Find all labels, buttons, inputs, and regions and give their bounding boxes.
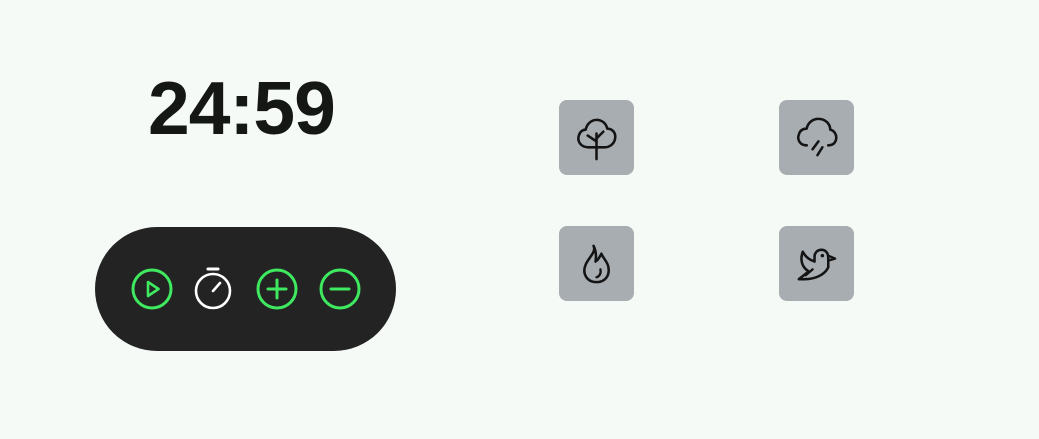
plus-circle-icon xyxy=(256,268,298,310)
timer-display: 24:59 xyxy=(148,66,336,150)
stopwatch-icon xyxy=(194,267,232,310)
rain-sound-button[interactable] xyxy=(779,100,854,175)
minus-circle-icon xyxy=(319,268,361,310)
play-button[interactable] xyxy=(130,267,174,311)
flame-icon xyxy=(583,244,610,284)
forest-sound-button[interactable] xyxy=(559,100,634,175)
tree-icon xyxy=(577,118,617,161)
bird-icon xyxy=(797,248,837,281)
birds-sound-button[interactable] xyxy=(779,226,854,301)
fire-sound-button[interactable] xyxy=(559,226,634,301)
stopwatch-button[interactable] xyxy=(192,267,236,311)
timer-controls xyxy=(95,227,396,351)
rain-cloud-icon xyxy=(797,117,838,157)
add-time-button[interactable] xyxy=(255,267,299,311)
play-circle-icon xyxy=(131,268,173,310)
subtract-time-button[interactable] xyxy=(318,267,362,311)
